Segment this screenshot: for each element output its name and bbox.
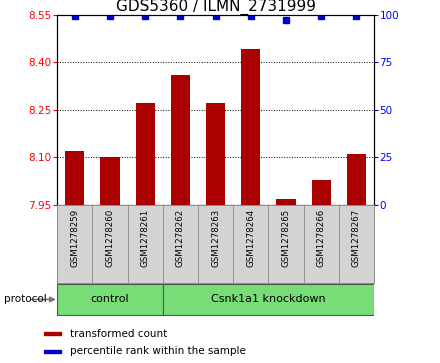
Bar bbox=[339, 205, 374, 283]
Bar bbox=[65, 151, 84, 205]
Bar bbox=[347, 154, 366, 205]
Bar bbox=[304, 205, 339, 283]
Text: protocol: protocol bbox=[4, 294, 47, 305]
Bar bbox=[198, 205, 233, 283]
Text: GSM1278264: GSM1278264 bbox=[246, 209, 255, 267]
Bar bbox=[268, 205, 304, 283]
Bar bbox=[44, 332, 61, 335]
Bar bbox=[233, 205, 268, 283]
Text: GSM1278262: GSM1278262 bbox=[176, 209, 185, 267]
Text: GSM1278266: GSM1278266 bbox=[317, 209, 326, 267]
Bar bbox=[163, 205, 198, 283]
Text: percentile rank within the sample: percentile rank within the sample bbox=[70, 346, 246, 356]
Text: control: control bbox=[91, 294, 129, 305]
Bar bbox=[276, 199, 296, 205]
Bar bbox=[100, 158, 120, 205]
Text: Csnk1a1 knockdown: Csnk1a1 knockdown bbox=[211, 294, 326, 305]
Bar bbox=[163, 284, 374, 315]
Bar bbox=[171, 75, 190, 205]
Text: GSM1278261: GSM1278261 bbox=[141, 209, 150, 267]
Bar bbox=[206, 103, 225, 205]
Text: GSM1278260: GSM1278260 bbox=[106, 209, 114, 267]
Text: GSM1278263: GSM1278263 bbox=[211, 209, 220, 267]
Bar bbox=[241, 49, 260, 205]
Bar bbox=[136, 103, 155, 205]
Bar bbox=[92, 205, 128, 283]
Text: transformed count: transformed count bbox=[70, 329, 167, 339]
Bar bbox=[44, 350, 61, 353]
Text: GSM1278265: GSM1278265 bbox=[282, 209, 290, 267]
Bar bbox=[57, 284, 163, 315]
Title: GDS5360 / ILMN_2731999: GDS5360 / ILMN_2731999 bbox=[116, 0, 315, 15]
Bar bbox=[57, 205, 92, 283]
Bar bbox=[312, 180, 331, 205]
Bar bbox=[128, 205, 163, 283]
Text: GSM1278267: GSM1278267 bbox=[352, 209, 361, 267]
Text: GSM1278259: GSM1278259 bbox=[70, 209, 79, 267]
